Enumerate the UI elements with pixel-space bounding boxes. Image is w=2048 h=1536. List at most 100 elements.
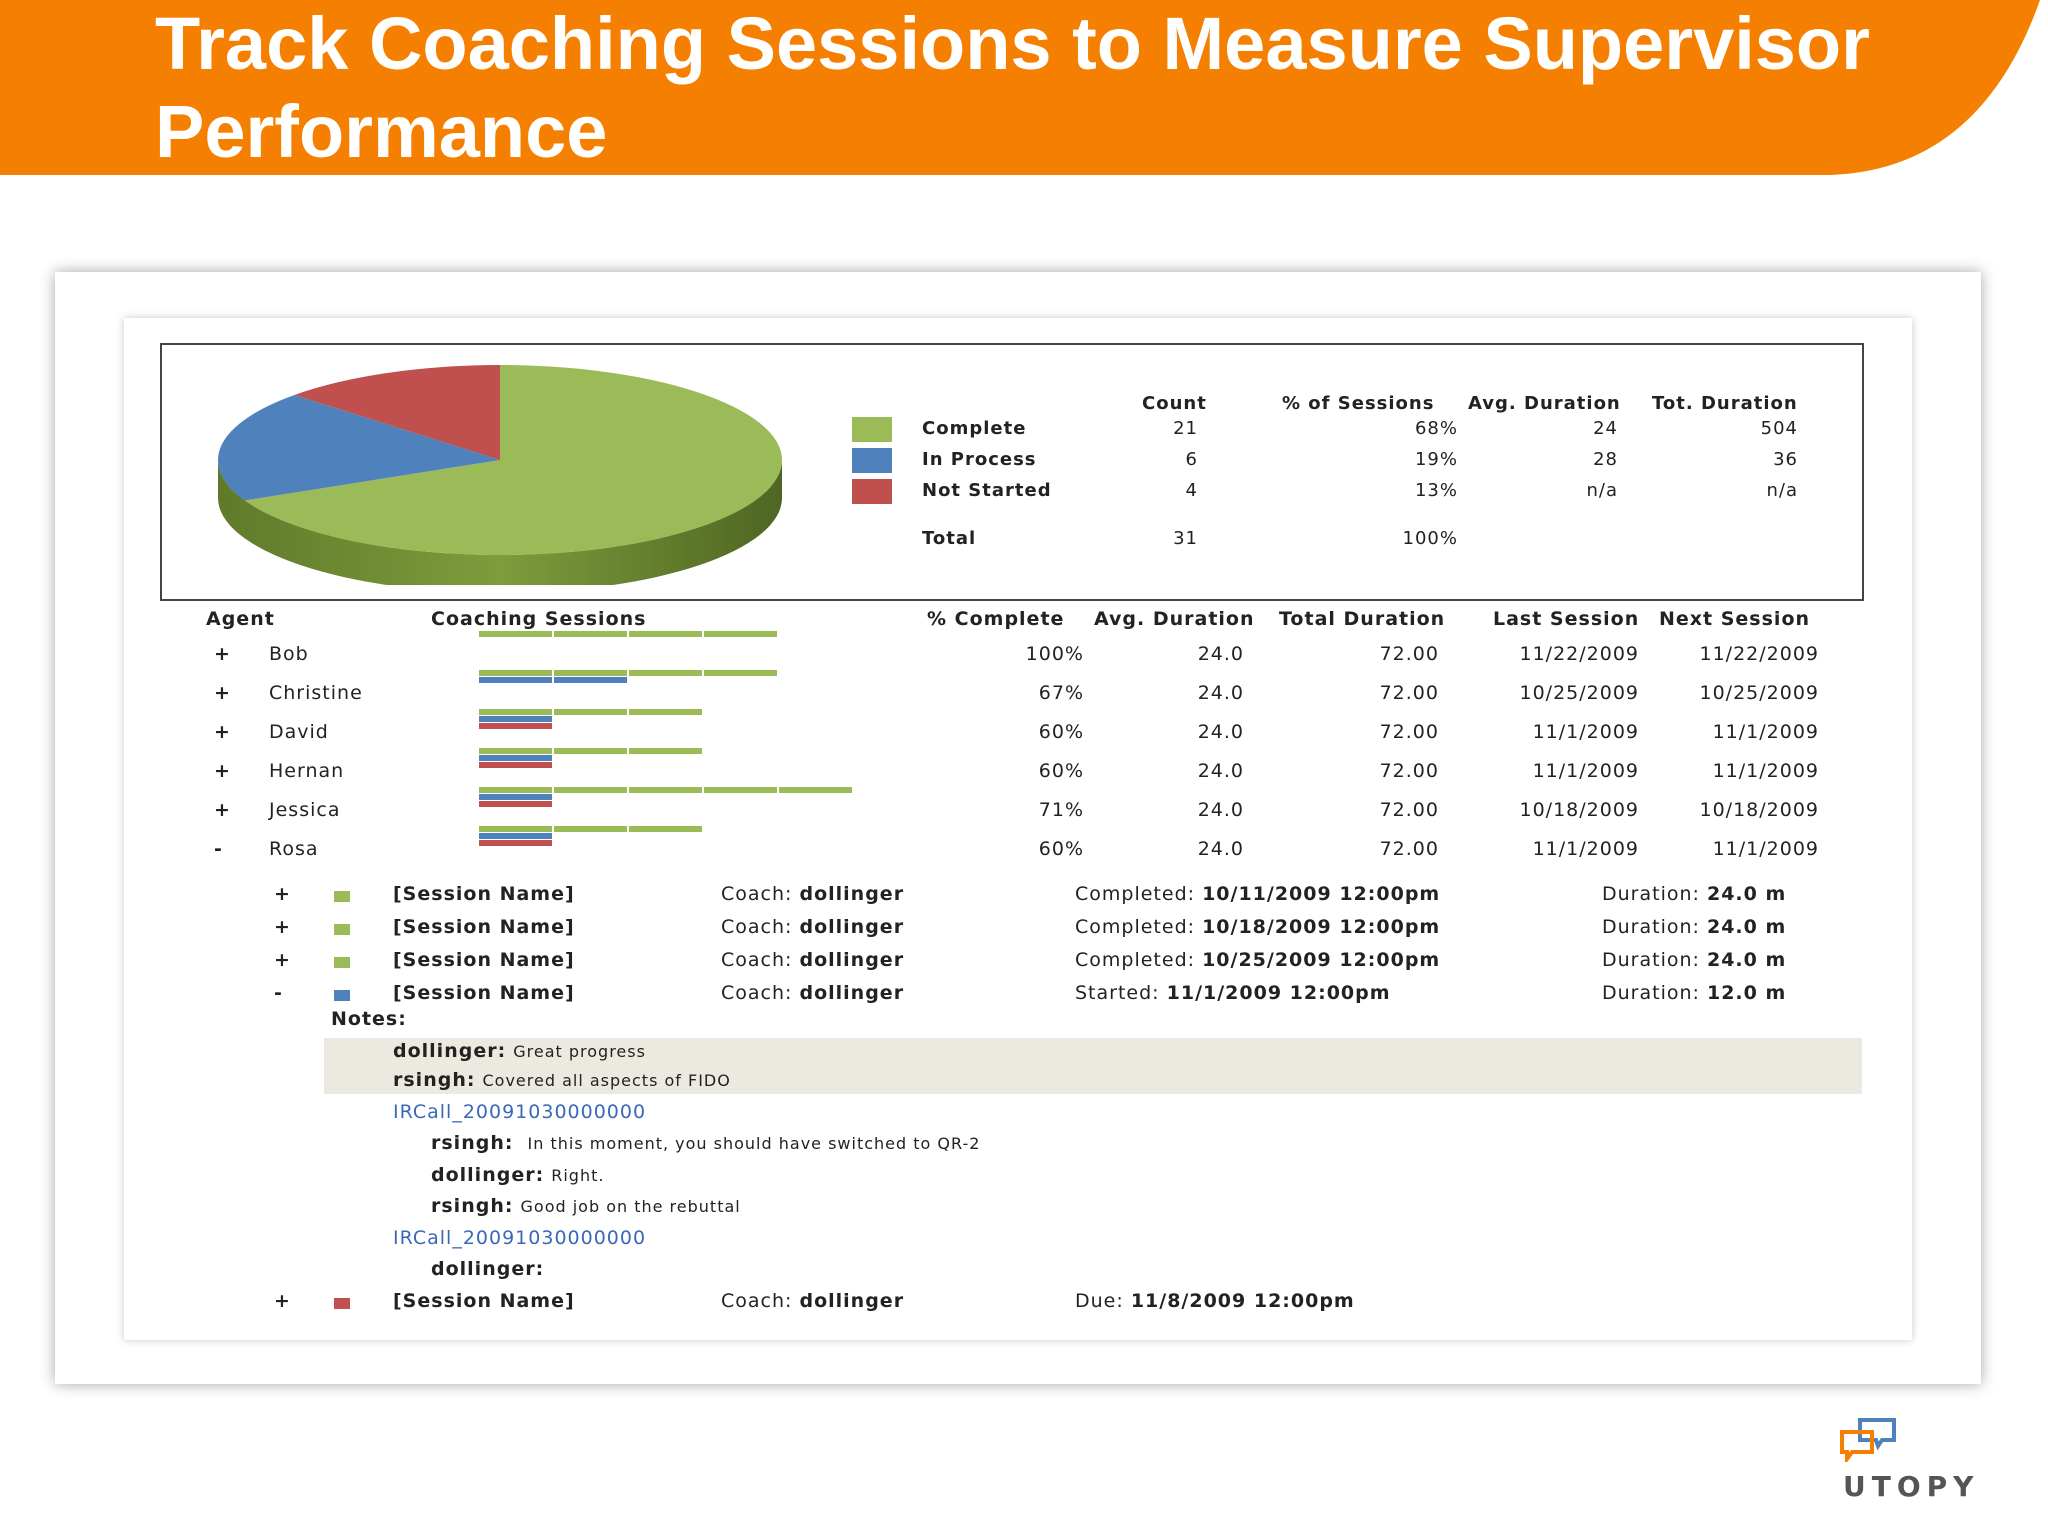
bar-complete bbox=[629, 748, 702, 754]
notes-label: Notes: bbox=[331, 1008, 407, 1030]
bar-complete bbox=[479, 709, 552, 715]
agent-pct-complete: 100% bbox=[1025, 643, 1084, 665]
status-value: 11/8/2009 12:00pm bbox=[1130, 1290, 1355, 1312]
legend-swatch-complete bbox=[852, 417, 892, 442]
summary-header-avg: Avg. Duration bbox=[1468, 393, 1621, 414]
status-square-not-started bbox=[334, 1298, 350, 1309]
agent-name[interactable]: Hernan bbox=[269, 760, 345, 782]
col-header-total-duration[interactable]: Total Duration bbox=[1279, 608, 1446, 630]
agent-pct-complete: 60% bbox=[1038, 838, 1084, 860]
duration-label: Duration: bbox=[1602, 916, 1700, 938]
note-entry: rsingh: Covered all aspects of FIDO bbox=[393, 1069, 731, 1091]
call-comment: rsingh: Good job on the rebuttal bbox=[431, 1195, 741, 1217]
status-label: Completed: bbox=[1075, 949, 1196, 971]
expand-toggle[interactable]: + bbox=[214, 721, 231, 743]
summary-panel: Count % of Sessions Avg. Duration Tot. D… bbox=[160, 343, 1864, 601]
session-name[interactable]: [Session Name] bbox=[393, 949, 575, 971]
expand-toggle[interactable]: - bbox=[274, 982, 283, 1004]
agent-name[interactable]: Bob bbox=[269, 643, 309, 665]
summary-pct-complete: 68% bbox=[1414, 418, 1458, 439]
col-header-pct-complete[interactable]: % Complete bbox=[927, 608, 1065, 630]
ircall-link[interactable]: IRCall_20091030000000 bbox=[393, 1101, 647, 1123]
coach-label: Coach: bbox=[721, 883, 793, 905]
bar-in-process bbox=[554, 677, 627, 683]
expand-toggle[interactable]: - bbox=[214, 838, 223, 860]
coach-label: Coach: bbox=[721, 1290, 793, 1312]
bar-not-started bbox=[479, 840, 552, 846]
bar-in-process bbox=[479, 716, 552, 722]
bar-complete bbox=[554, 709, 627, 715]
session-duration: Duration: 12.0 m bbox=[1602, 982, 1786, 1004]
session-coach: Coach: dollinger bbox=[721, 1290, 904, 1312]
bar-complete bbox=[779, 787, 852, 793]
agent-next-session: 11/22/2009 bbox=[1699, 643, 1819, 665]
coaching-report: Count % of Sessions Avg. Duration Tot. D… bbox=[124, 318, 1912, 1340]
col-header-last-session[interactable]: Last Session bbox=[1493, 608, 1640, 630]
status-value: 10/18/2009 12:00pm bbox=[1202, 916, 1441, 938]
agent-name[interactable]: David bbox=[269, 721, 329, 743]
session-name[interactable]: [Session Name] bbox=[393, 1290, 575, 1312]
agent-next-session: 10/18/2009 bbox=[1699, 799, 1819, 821]
session-name[interactable]: [Session Name] bbox=[393, 916, 575, 938]
summary-label-total: Total bbox=[922, 528, 977, 549]
agent-avg-duration: 24.0 bbox=[1197, 682, 1244, 704]
bar-in-process bbox=[479, 794, 552, 800]
expand-toggle[interactable]: + bbox=[274, 916, 291, 938]
note-text: Covered all aspects of FIDO bbox=[482, 1071, 731, 1090]
comment-text: In this moment, you should have switched… bbox=[527, 1134, 981, 1153]
session-name[interactable]: [Session Name] bbox=[393, 883, 575, 905]
session-duration: Duration: 24.0 m bbox=[1602, 883, 1786, 905]
col-header-agent[interactable]: Agent bbox=[206, 608, 275, 630]
coach-label: Coach: bbox=[721, 916, 793, 938]
coach-name: dollinger bbox=[799, 982, 905, 1004]
agent-name[interactable]: Jessica bbox=[269, 799, 341, 821]
agent-pct-complete: 67% bbox=[1038, 682, 1084, 704]
agent-total-duration: 72.00 bbox=[1379, 838, 1439, 860]
duration-value: 24.0 m bbox=[1706, 883, 1787, 905]
expand-toggle[interactable]: + bbox=[214, 643, 231, 665]
banner-shape bbox=[0, 0, 2040, 175]
coach-name: dollinger bbox=[799, 1290, 905, 1312]
session-status: Completed: 10/18/2009 12:00pm bbox=[1075, 916, 1440, 938]
summary-header-tot: Tot. Duration bbox=[1652, 393, 1798, 414]
agent-avg-duration: 24.0 bbox=[1197, 760, 1244, 782]
col-header-avg-duration[interactable]: Avg. Duration bbox=[1094, 608, 1255, 630]
bar-complete bbox=[629, 826, 702, 832]
summary-avg-not-started: n/a bbox=[1586, 480, 1618, 501]
ircall-link[interactable]: IRCall_20091030000000 bbox=[393, 1227, 647, 1249]
agent-total-duration: 72.00 bbox=[1379, 760, 1439, 782]
status-label: Started: bbox=[1075, 982, 1160, 1004]
status-square bbox=[334, 957, 350, 968]
session-name[interactable]: [Session Name] bbox=[393, 982, 575, 1004]
agent-name[interactable]: Rosa bbox=[269, 838, 319, 860]
bar-complete bbox=[704, 787, 777, 793]
expand-toggle[interactable]: + bbox=[214, 799, 231, 821]
session-coach: Coach: dollinger bbox=[721, 916, 904, 938]
coach-name: dollinger bbox=[799, 949, 905, 971]
summary-avg-complete: 24 bbox=[1593, 418, 1618, 439]
sessions-pie-chart bbox=[218, 365, 783, 585]
agent-avg-duration: 24.0 bbox=[1197, 799, 1244, 821]
comment-author: dollinger: bbox=[431, 1258, 545, 1280]
bar-complete bbox=[704, 631, 777, 637]
agent-pct-complete: 60% bbox=[1038, 760, 1084, 782]
expand-toggle[interactable]: + bbox=[214, 682, 231, 704]
summary-label-complete: Complete bbox=[922, 418, 1027, 439]
coach-label: Coach: bbox=[721, 982, 793, 1004]
summary-header-pct: % of Sessions bbox=[1282, 393, 1435, 414]
session-coach: Coach: dollinger bbox=[721, 982, 904, 1004]
comment-text: Right. bbox=[551, 1166, 605, 1185]
agent-name[interactable]: Christine bbox=[269, 682, 363, 704]
col-header-sessions[interactable]: Coaching Sessions bbox=[431, 608, 647, 630]
expand-toggle[interactable]: + bbox=[274, 1290, 291, 1312]
session-status: Due: 11/8/2009 12:00pm bbox=[1075, 1290, 1355, 1312]
expand-toggle[interactable]: + bbox=[274, 883, 291, 905]
col-header-next-session[interactable]: Next Session bbox=[1659, 608, 1811, 630]
coach-name: dollinger bbox=[799, 916, 905, 938]
session-status: Started: 11/1/2009 12:00pm bbox=[1075, 982, 1391, 1004]
bar-complete bbox=[479, 826, 552, 832]
expand-toggle[interactable]: + bbox=[214, 760, 231, 782]
expand-toggle[interactable]: + bbox=[274, 949, 291, 971]
title-banner: Track Coaching Sessions to Measure Super… bbox=[0, 0, 2048, 178]
title-line-2: Performance bbox=[155, 90, 608, 173]
